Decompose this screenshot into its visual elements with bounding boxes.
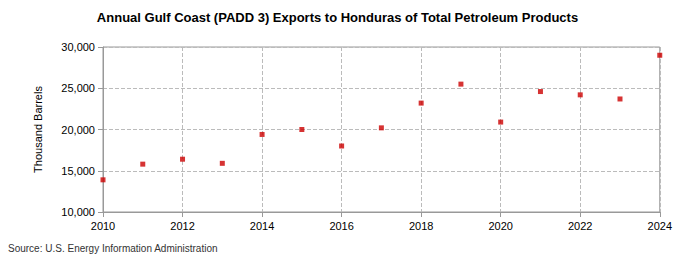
svg-text:Thousand Barrels: Thousand Barrels xyxy=(32,86,44,173)
svg-text:2020: 2020 xyxy=(488,220,512,232)
svg-text:2016: 2016 xyxy=(329,220,353,232)
svg-text:Annual Gulf Coast (PADD 3) Exp: Annual Gulf Coast (PADD 3) Exports to Ho… xyxy=(97,10,578,25)
svg-text:10,000: 10,000 xyxy=(61,206,95,218)
svg-text:15,000: 15,000 xyxy=(61,165,95,177)
svg-text:2014: 2014 xyxy=(250,220,274,232)
svg-text:2024: 2024 xyxy=(648,220,672,232)
svg-text:2018: 2018 xyxy=(409,220,433,232)
svg-text:20,000: 20,000 xyxy=(61,124,95,136)
svg-text:30,000: 30,000 xyxy=(61,41,95,53)
svg-text:2022: 2022 xyxy=(568,220,592,232)
svg-text:2012: 2012 xyxy=(170,220,194,232)
svg-text:2010: 2010 xyxy=(91,220,115,232)
svg-text:Source: U.S. Energy Informatio: Source: U.S. Energy Information Administ… xyxy=(8,243,218,254)
svg-text:25,000: 25,000 xyxy=(61,82,95,94)
